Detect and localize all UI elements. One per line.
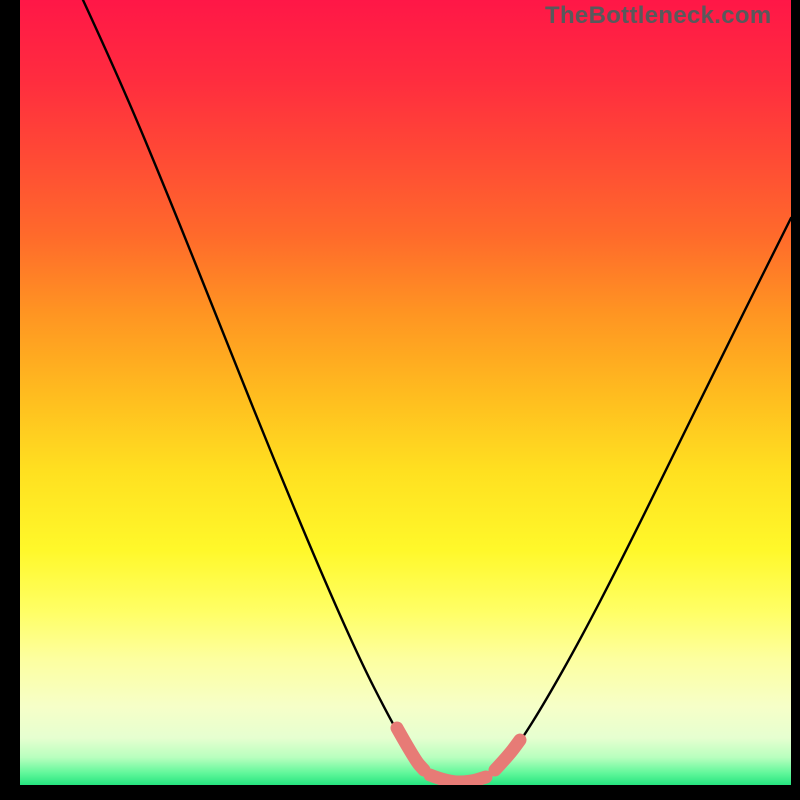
- chart-svg: [20, 0, 791, 785]
- watermark-label: TheBottleneck.com: [545, 2, 771, 30]
- chart-plot-area: [20, 0, 791, 785]
- bottom-marker-segment: [430, 775, 486, 782]
